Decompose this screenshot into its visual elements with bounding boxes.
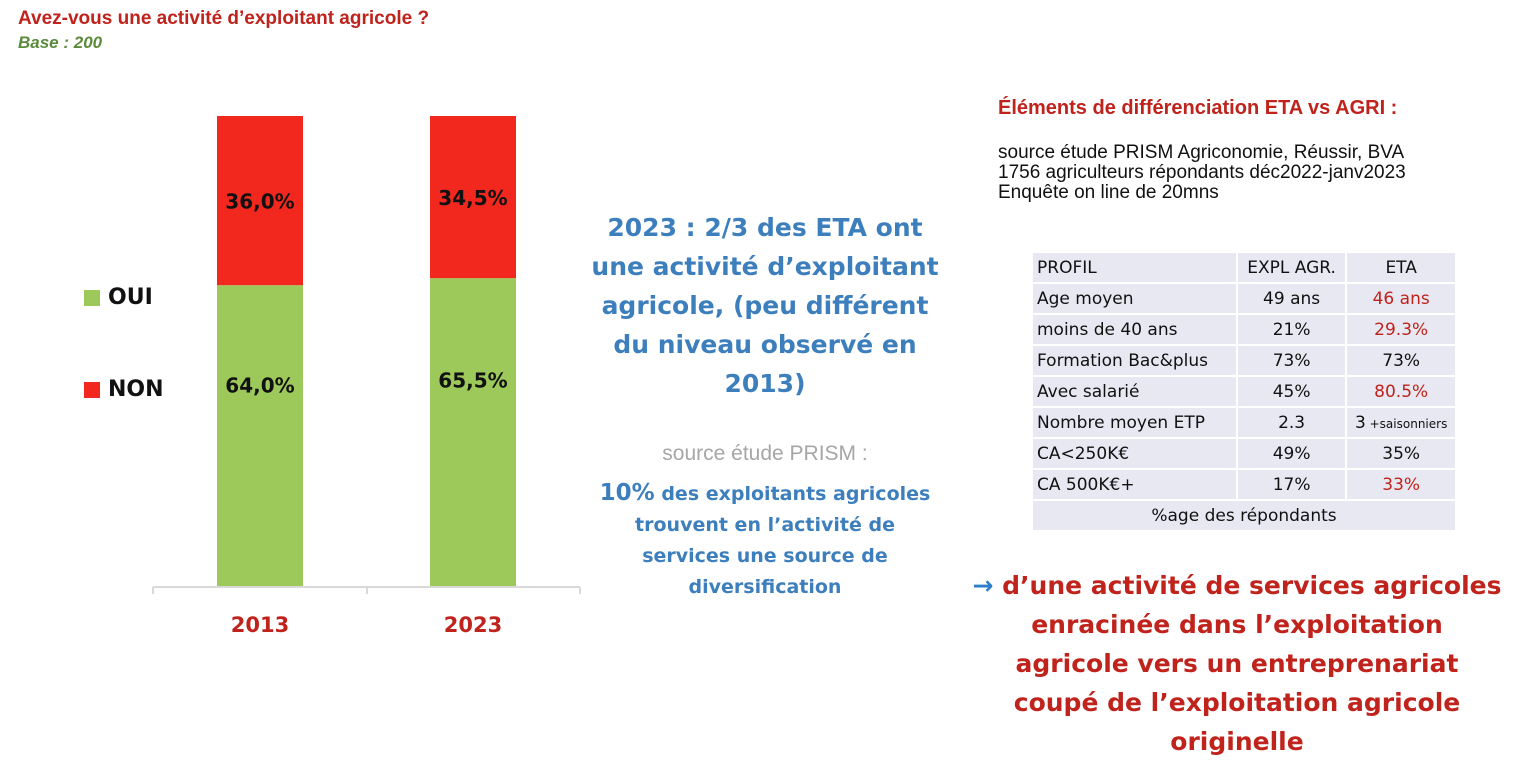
conclusion-text: → d’une activité de services agricoles e…: [972, 566, 1502, 761]
legend-item-non: NON: [84, 377, 164, 402]
table-row: Age moyen 49 ans 46 ans: [1033, 283, 1455, 315]
bar-oui-2023: [430, 278, 516, 586]
row-profil: moins de 40 ans: [1033, 314, 1238, 346]
row-expl: 45%: [1236, 376, 1348, 408]
study-source-line: Enquête on line de 20mns: [998, 182, 1219, 203]
prism-statistic: 10% des exploitants agricoles trouvent e…: [590, 478, 940, 603]
x-tick-label-2023: 2023: [444, 613, 502, 637]
arrow-right-icon: →: [972, 571, 994, 600]
header-eta: ETA: [1346, 253, 1455, 284]
data-label-non-2013: 36,0%: [225, 190, 294, 214]
row-profil: Nombre moyen ETP: [1033, 407, 1238, 439]
row-eta: 46 ans: [1346, 283, 1455, 315]
header-profil: PROFIL: [1033, 253, 1238, 284]
study-source-line: 1756 agriculteurs répondants déc2022-jan…: [998, 162, 1406, 183]
legend-label-non: NON: [108, 377, 164, 402]
study-source-block: source étude PRISM Agriconomie, Réussir,…: [998, 143, 1406, 203]
legend-swatch-oui: [84, 289, 100, 306]
differentiation-title: Éléments de différenciation ETA vs AGRI …: [998, 97, 1398, 119]
x-tick-label-2013: 2013: [231, 613, 289, 637]
table-row: Formation Bac&plus 73% 73%: [1033, 345, 1455, 377]
row-expl: 73%: [1236, 345, 1348, 377]
prism-source-label: source étude PRISM :: [662, 442, 868, 465]
row-profil: CA<250K€: [1033, 438, 1238, 470]
legend-label-oui: OUI: [108, 285, 153, 310]
row-eta: 73%: [1346, 345, 1455, 377]
row-eta: 29.3%: [1346, 314, 1455, 346]
profile-comparison-table: PROFIL EXPL AGR. ETA Age moyen 49 ans 46…: [1033, 253, 1455, 530]
row-expl: 21%: [1236, 314, 1348, 346]
data-label-oui-2023: 65,5%: [438, 369, 507, 393]
row-profil: CA 500K€+: [1033, 469, 1238, 501]
prism-stat-percent: 10%: [599, 480, 655, 506]
row-eta: 80.5%: [1346, 376, 1455, 408]
data-label-oui-2013: 64,0%: [225, 373, 294, 397]
table-row: moins de 40 ans 21% 29.3%: [1033, 314, 1455, 346]
table-header-row: PROFIL EXPL AGR. ETA: [1033, 253, 1455, 284]
row-expl: 49 ans: [1236, 283, 1348, 315]
row-eta: 33%: [1346, 469, 1455, 501]
table-row: Avec salarié 45% 80.5%: [1033, 376, 1455, 408]
table-row: Nombre moyen ETP 2.3 3 +saisonniers: [1033, 407, 1455, 439]
row-eta: 35%: [1346, 438, 1455, 470]
table-row: CA 500K€+ 17% 33%: [1033, 469, 1455, 501]
bar-non-2013: [217, 116, 303, 286]
row-eta: 3 +saisonniers: [1346, 407, 1455, 439]
key-finding-text: 2023 : 2/3 des ETA ont une activité d’ex…: [591, 213, 939, 398]
prism-stat-text: des exploitants agricoles trouvent en l’…: [635, 483, 931, 598]
study-source-line: source étude PRISM Agriconomie, Réussir,…: [998, 142, 1405, 163]
chart-question-title: Avez-vous une activité d’exploitant agri…: [18, 8, 430, 29]
table-footnote: %age des répondants: [1151, 505, 1337, 526]
row-expl: 49%: [1236, 438, 1348, 470]
legend-swatch-non: [84, 381, 100, 398]
row-profil: Age moyen: [1033, 283, 1238, 315]
header-expl-agr: EXPL AGR.: [1236, 253, 1348, 284]
table-row: CA<250K€ 49% 35%: [1033, 438, 1455, 470]
bar-oui-2013: [217, 285, 303, 586]
table-footnote-row: %age des répondants: [1033, 500, 1455, 530]
data-label-non-2023: 34,5%: [438, 186, 507, 210]
base-count: Base : 200: [18, 33, 103, 52]
row-profil: Formation Bac&plus: [1033, 345, 1238, 377]
row-profil: Avec salarié: [1033, 376, 1238, 408]
row-eta-value: 3: [1354, 412, 1366, 433]
stacked-bar-chart: 64,0% 36,0% 2013 65,5% 34,5% 2023: [152, 116, 581, 637]
row-expl: 2.3: [1236, 407, 1348, 439]
bar-non-2023: [430, 116, 516, 279]
legend-item-oui: OUI: [84, 285, 153, 310]
conclusion-body: d’une activité de services agricoles enr…: [993, 571, 1502, 756]
row-eta-suffix: +saisonniers: [1365, 416, 1448, 431]
row-expl: 17%: [1236, 469, 1348, 501]
